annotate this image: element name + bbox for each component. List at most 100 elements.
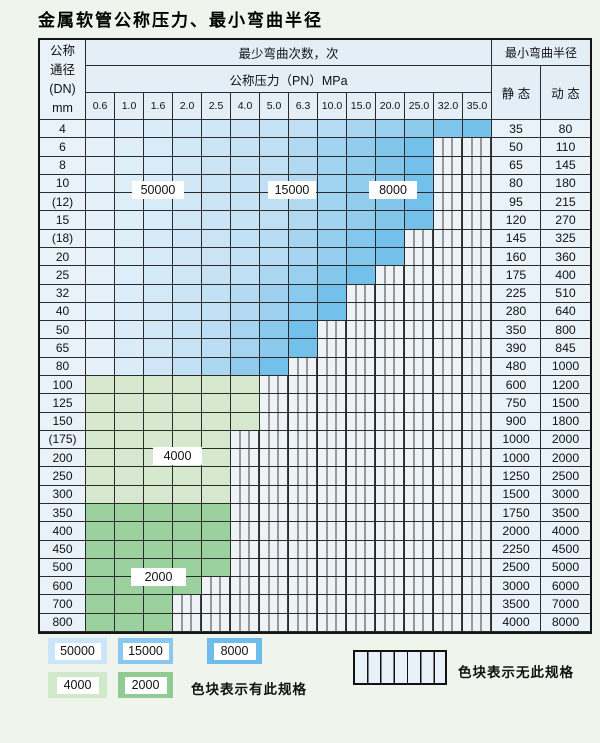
no-spec-cell	[231, 540, 260, 559]
legend-swatch-label: 8000	[213, 642, 256, 660]
spec-cell	[202, 558, 231, 578]
no-spec-cell	[347, 577, 376, 596]
no-spec-cell	[434, 430, 463, 450]
static-radius-cell: 3500	[492, 595, 541, 614]
no-spec-cell	[318, 613, 347, 632]
no-spec-cell	[318, 540, 347, 559]
spec-cell	[86, 156, 115, 175]
no-spec-cell	[289, 540, 318, 559]
no-spec-cell	[260, 376, 289, 395]
spec-cell	[260, 248, 289, 267]
no-spec-cell	[347, 522, 376, 541]
dn-cell: 150	[40, 412, 86, 431]
cycle-label-50000: 50000	[132, 181, 184, 199]
static-radius-cell: 750	[492, 394, 541, 413]
spec-cell	[202, 394, 231, 413]
spec-cell	[202, 376, 231, 395]
no-spec-cell	[463, 540, 492, 559]
no-spec-cell	[289, 467, 318, 486]
spec-cell	[144, 522, 173, 541]
spec-cell	[86, 339, 115, 358]
spec-cell	[347, 229, 376, 248]
dn-line: (DN)	[49, 81, 76, 96]
spec-cell	[86, 229, 115, 248]
dynamic-radius-cell: 4500	[541, 540, 590, 559]
no-spec-cell	[434, 138, 463, 157]
no-spec-cell	[463, 467, 492, 486]
spec-cell	[231, 156, 260, 175]
spec-cell	[202, 229, 231, 248]
spec-cell	[115, 248, 144, 267]
no-spec-cell	[289, 485, 318, 504]
no-spec-cell	[463, 193, 492, 212]
no-spec-cell	[289, 412, 318, 431]
no-spec-cell	[463, 138, 492, 157]
spec-cell	[202, 339, 231, 358]
dynamic-radius-cell: 4000	[541, 522, 590, 541]
no-spec-cell	[434, 613, 463, 632]
no-spec-cell	[434, 229, 463, 248]
no-spec-cell	[434, 193, 463, 212]
pressure-tick: 2.0	[173, 93, 202, 120]
spec-cell	[173, 412, 202, 431]
no-spec-cell	[405, 248, 434, 267]
spec-cell	[202, 156, 231, 175]
spec-cell	[376, 248, 405, 267]
spec-cell	[202, 504, 231, 523]
dynamic-radius-cell: 800	[541, 321, 590, 340]
spec-cell	[115, 138, 144, 157]
no-spec-cell	[347, 504, 376, 523]
spec-cell	[405, 156, 434, 175]
spec-cell	[463, 120, 492, 139]
spec-cell	[231, 120, 260, 139]
dynamic-radius-cell: 180	[541, 174, 590, 194]
no-spec-cell	[405, 485, 434, 504]
no-spec-cell	[318, 467, 347, 486]
no-spec-cell	[405, 449, 434, 468]
spec-cell	[347, 248, 376, 267]
dn-cell: 800	[40, 613, 86, 632]
static-radius-cell: 50	[492, 138, 541, 157]
no-spec-cell	[405, 266, 434, 285]
static-radius-cell: 2500	[492, 558, 541, 578]
no-spec-cell	[318, 357, 347, 376]
no-spec-cell	[463, 595, 492, 614]
dynamic-radius-cell: 640	[541, 302, 590, 322]
spec-cell	[289, 266, 318, 285]
no-spec-cell	[347, 394, 376, 413]
table-row: 400 2000 4000	[40, 522, 590, 541]
spec-cell	[86, 467, 115, 486]
spec-cell	[376, 156, 405, 175]
no-spec-cell	[318, 485, 347, 504]
spec-cell	[202, 248, 231, 267]
table-row: 150 900 1800	[40, 412, 590, 431]
spec-cell	[376, 211, 405, 230]
no-spec-cell	[434, 412, 463, 431]
table-row: 40 280 640	[40, 302, 590, 322]
spec-cell	[86, 485, 115, 504]
static-radius-cell: 350	[492, 321, 541, 340]
no-spec-cell	[463, 211, 492, 230]
spec-cell	[260, 321, 289, 340]
legend-swatch-label: 50000	[54, 642, 101, 660]
spec-cell	[144, 485, 173, 504]
dynamic-radius-cell: 845	[541, 339, 590, 358]
static-radius-cell: 35	[492, 120, 541, 139]
no-spec-cell	[347, 430, 376, 450]
pressure-tick: 25.0	[405, 93, 434, 120]
spec-cell	[260, 302, 289, 322]
spec-cell	[173, 248, 202, 267]
no-spec-cell	[376, 577, 405, 596]
no-spec-cell	[405, 467, 434, 486]
no-spec-cell	[434, 357, 463, 376]
cycle-label-15000: 15000	[268, 181, 316, 199]
no-spec-cell	[376, 558, 405, 578]
no-spec-cell	[318, 558, 347, 578]
no-spec-cell	[405, 595, 434, 614]
spec-cell	[115, 376, 144, 395]
spec-cell	[347, 211, 376, 230]
spec-cell	[347, 193, 376, 212]
table-row: 300 1500 3000	[40, 485, 590, 504]
static-radius-cell: 2000	[492, 522, 541, 541]
dn-cell: 80	[40, 357, 86, 376]
